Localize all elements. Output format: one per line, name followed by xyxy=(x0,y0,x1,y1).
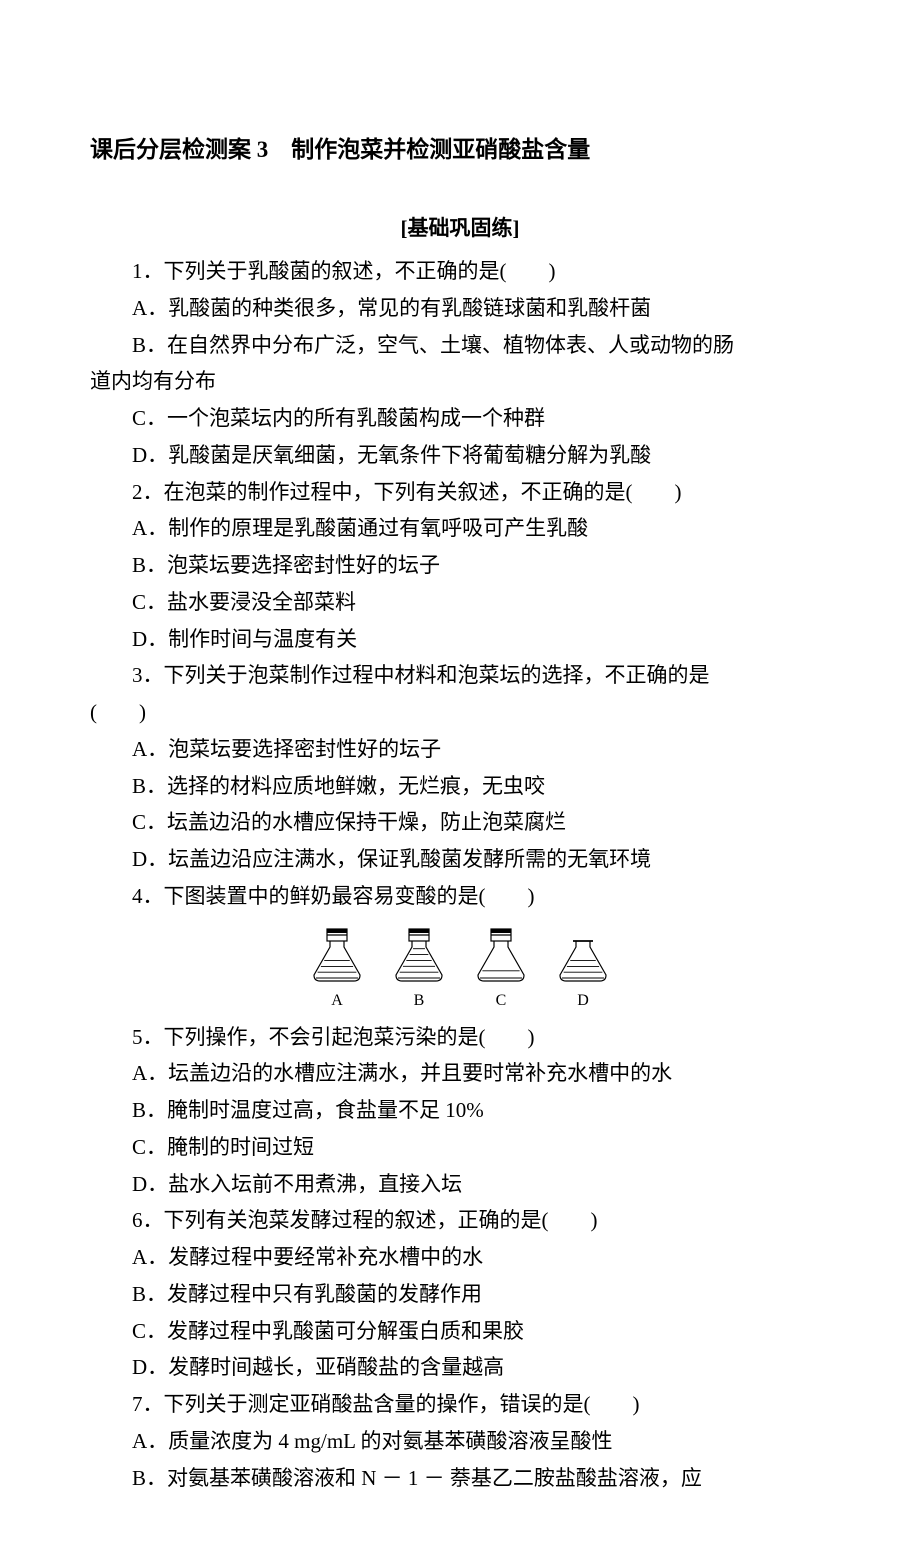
option: B．泡菜坛要选择密封性好的坛子 xyxy=(90,547,830,584)
question-stem: 5．下列操作，不会引起泡菜污染的是( ) xyxy=(90,1019,830,1056)
flask-label: B xyxy=(414,987,425,1015)
flask-icon: B xyxy=(393,923,445,1015)
question-stem: 7．下列关于测定亚硝酸盐含量的操作，错误的是( ) xyxy=(90,1386,830,1423)
flask-diagram: A B C D xyxy=(90,923,830,1015)
option: D．发酵时间越长，亚硝酸盐的含量越高 xyxy=(90,1349,830,1386)
option: B．在自然界中分布广泛，空气、土壤、植物体表、人或动物的肠 xyxy=(90,327,830,364)
option: D．乳酸菌是厌氧细菌，无氧条件下将葡萄糖分解为乳酸 xyxy=(90,437,830,474)
section-header: [基础巩固练] xyxy=(90,210,830,247)
option: A．制作的原理是乳酸菌通过有氧呼吸可产生乳酸 xyxy=(90,510,830,547)
option: A．发酵过程中要经常补充水槽中的水 xyxy=(90,1239,830,1276)
option: B．腌制时温度过高，食盐量不足 10% xyxy=(90,1092,830,1129)
option: D．制作时间与温度有关 xyxy=(90,621,830,658)
option: A．乳酸菌的种类很多，常见的有乳酸链球菌和乳酸杆菌 xyxy=(90,290,830,327)
question-stem: 3．下列关于泡菜制作过程中材料和泡菜坛的选择，不正确的是 xyxy=(90,657,830,694)
option: B．选择的材料应质地鲜嫩，无烂痕，无虫咬 xyxy=(90,768,830,805)
flask-label: A xyxy=(331,987,343,1015)
option: B．发酵过程中只有乳酸菌的发酵作用 xyxy=(90,1276,830,1313)
flask-label: D xyxy=(577,987,589,1015)
option: A．质量浓度为 4 mg/mL 的对氨基苯磺酸溶液呈酸性 xyxy=(90,1423,830,1460)
option: A．坛盖边沿的水槽应注满水，并且要时常补充水槽中的水 xyxy=(90,1055,830,1092)
flask-icon: D xyxy=(557,923,609,1015)
option: C．坛盖边沿的水槽应保持干燥，防止泡菜腐烂 xyxy=(90,804,830,841)
flask-label: C xyxy=(496,987,507,1015)
question-stem: 6．下列有关泡菜发酵过程的叙述，正确的是( ) xyxy=(90,1202,830,1239)
option: A．泡菜坛要选择密封性好的坛子 xyxy=(90,731,830,768)
question-stem: 1．下列关于乳酸菌的叙述，不正确的是( ) xyxy=(90,253,830,290)
page-title: 课后分层检测案 3 制作泡菜并检测亚硝酸盐含量 xyxy=(90,130,830,170)
option: C．盐水要浸没全部菜料 xyxy=(90,584,830,621)
option: C．腌制的时间过短 xyxy=(90,1129,830,1166)
option-continuation: 道内均有分布 xyxy=(90,363,830,400)
question-stem: 4．下图装置中的鲜奶最容易变酸的是( ) xyxy=(90,878,830,915)
questions-container: 1．下列关于乳酸菌的叙述，不正确的是( )A．乳酸菌的种类很多，常见的有乳酸链球… xyxy=(90,253,830,1496)
option: D．坛盖边沿应注满水，保证乳酸菌发酵所需的无氧环境 xyxy=(90,841,830,878)
option: C．发酵过程中乳酸菌可分解蛋白质和果胶 xyxy=(90,1313,830,1350)
flask-icon: C xyxy=(475,923,527,1015)
question-stem: 2．在泡菜的制作过程中，下列有关叙述，不正确的是( ) xyxy=(90,474,830,511)
option: B．对氨基苯磺酸溶液和 N － 1 － 萘基乙二胺盐酸盐溶液，应 xyxy=(90,1460,830,1497)
question-stem-continuation: ( ) xyxy=(90,694,830,731)
option: C．一个泡菜坛内的所有乳酸菌构成一个种群 xyxy=(90,400,830,437)
option: D．盐水入坛前不用煮沸，直接入坛 xyxy=(90,1166,830,1203)
flask-icon: A xyxy=(311,923,363,1015)
